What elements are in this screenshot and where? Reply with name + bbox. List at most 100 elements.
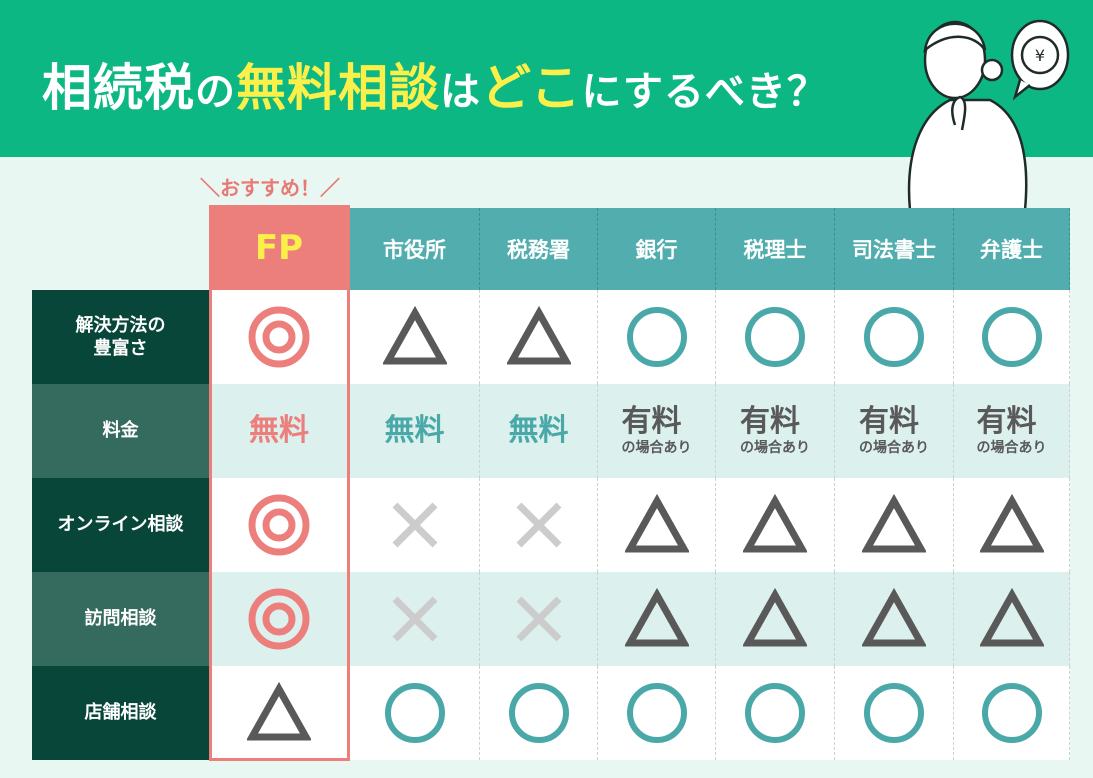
table-cell (716, 478, 835, 572)
fee-text: 有料 (859, 404, 919, 439)
circle-icon (745, 683, 805, 743)
fee-value: 有料 の場合あり (859, 404, 929, 456)
title-text: 相続税 (42, 59, 195, 117)
table-cell (954, 572, 1070, 666)
table-cell (954, 666, 1070, 760)
row-label: 訪問相談 (32, 572, 209, 666)
column-header: 銀行 (598, 208, 716, 290)
table-cell: 有料 の場合あり (598, 384, 716, 478)
triangle-icon (862, 493, 926, 553)
column-header: 市役所 (350, 208, 480, 290)
triangle-icon (382, 305, 447, 365)
column-header: 税理士 (716, 208, 835, 290)
triangle-icon (979, 587, 1044, 647)
cross-icon (516, 596, 561, 642)
table-cell (835, 478, 954, 572)
circle-icon (508, 683, 569, 743)
row-label: オンライン相談 (32, 478, 209, 572)
page-title: 相続税の無料相談はどこにするべき？ (42, 48, 828, 120)
fee-text: 有料 (740, 404, 800, 439)
triangle-icon (247, 681, 311, 741)
triangle-icon (743, 493, 807, 553)
table-cell (209, 290, 350, 384)
table-cell (350, 290, 480, 384)
table-cell (835, 290, 954, 384)
table-cell (480, 572, 598, 666)
table-cell (598, 290, 716, 384)
table-cell: 無料 (350, 384, 480, 478)
fee-text: 無料 (384, 413, 445, 448)
table-cell (480, 478, 598, 572)
circle-icon (384, 683, 445, 743)
triangle-icon (506, 305, 571, 365)
triangle-icon (743, 587, 807, 647)
double-circle-icon (248, 494, 310, 556)
table-cell (598, 478, 716, 572)
table-cell (480, 666, 598, 760)
fee-value: 無料 (249, 416, 309, 446)
circle-icon (981, 683, 1042, 743)
fee-value: 有料 の場合あり (976, 404, 1047, 456)
cross-icon (392, 596, 437, 642)
table-cell: 無料 (480, 384, 598, 478)
table-cell: 有料 の場合あり (716, 384, 835, 478)
table-cell (716, 572, 835, 666)
circle-icon (864, 307, 924, 367)
table-cell (716, 290, 835, 384)
fee-note: の場合あり (859, 440, 929, 456)
title-text: にするべき？ (581, 69, 828, 115)
triangle-icon (979, 493, 1044, 553)
fee-value: 無料 (509, 416, 569, 446)
table-cell (209, 666, 350, 760)
circle-icon (981, 307, 1042, 367)
table-cell: 無料 (209, 384, 350, 478)
table-cell: 有料 の場合あり (835, 384, 954, 478)
row-label: 店舗相談 (32, 666, 209, 760)
table-cell (350, 572, 480, 666)
table-cell: 有料 の場合あり (954, 384, 1070, 478)
table-cell (954, 478, 1070, 572)
yen-coin-speech-bubble-icon: ¥ (1035, 46, 1045, 65)
cross-icon (392, 502, 437, 548)
header-banner: 相続税の無料相談はどこにするべき？ (0, 0, 1093, 157)
table-cell (480, 290, 598, 384)
circle-icon (626, 683, 687, 743)
table-cell (716, 666, 835, 760)
fee-note: の場合あり (740, 440, 810, 456)
cross-icon (516, 502, 561, 548)
column-header: FP (209, 205, 350, 290)
row-label: 料金 (32, 384, 209, 478)
fee-value: 無料 (385, 416, 445, 446)
title-text: は (440, 69, 481, 115)
circle-icon (626, 307, 687, 367)
fee-text: 無料 (249, 413, 309, 448)
fee-text: 有料 (976, 404, 1037, 439)
table-cell (954, 290, 1070, 384)
fee-note: の場合あり (976, 440, 1047, 456)
circle-icon (864, 683, 924, 743)
fee-note: の場合あり (621, 440, 692, 456)
fee-text: 無料 (508, 413, 569, 448)
column-header: 司法書士 (835, 208, 954, 290)
table-cell (598, 572, 716, 666)
table-cell (835, 666, 954, 760)
triangle-icon (862, 587, 926, 647)
table-cell (350, 666, 480, 760)
fee-text: 有料 (621, 404, 682, 439)
table-cell (598, 666, 716, 760)
table-cell (209, 572, 350, 666)
thinking-woman-illustration: ¥ (907, 19, 1070, 210)
circle-icon (745, 307, 805, 367)
column-header: 弁護士 (954, 208, 1070, 290)
fee-value: 有料 の場合あり (621, 404, 692, 456)
recommend-label: ＼おすすめ！／ (200, 176, 340, 200)
table-cell (209, 478, 350, 572)
triangle-icon (624, 587, 689, 647)
double-circle-icon (248, 588, 310, 650)
title-text: の (195, 69, 236, 115)
table-cell (835, 572, 954, 666)
row-label: 解決方法の 豊富さ (32, 290, 209, 384)
title-highlight: どこ (481, 59, 582, 117)
double-circle-icon (248, 306, 310, 368)
title-highlight: 無料相談 (236, 59, 440, 117)
